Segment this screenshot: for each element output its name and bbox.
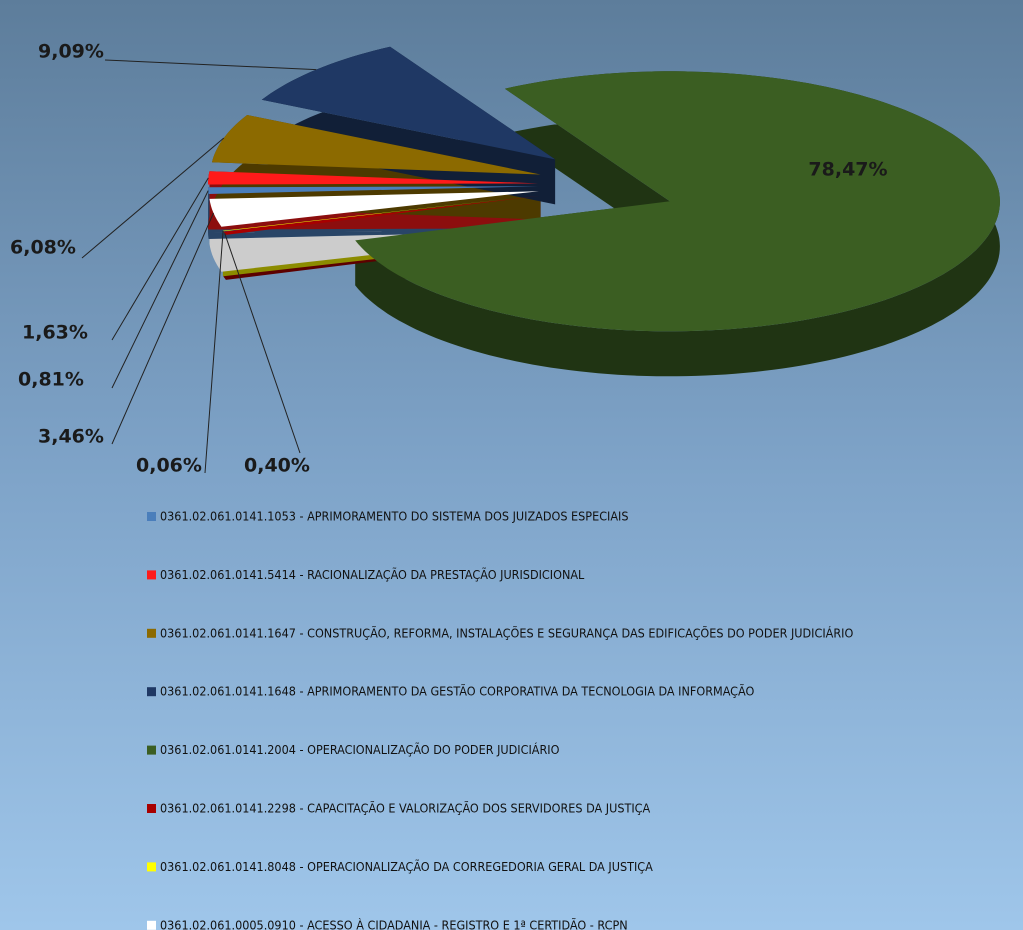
data-label: 1,63% — [22, 322, 88, 344]
slice — [208, 186, 539, 194]
leader-line — [204, 230, 224, 474]
data-label: 78,47% — [808, 159, 887, 181]
slice — [223, 195, 541, 235]
data-label: 0,06% — [136, 455, 202, 477]
data-label: 3,46% — [38, 426, 104, 448]
legend-swatch — [147, 628, 156, 638]
legend-swatch — [147, 862, 156, 872]
legend-swatch — [147, 512, 156, 521]
leader-line — [81, 137, 225, 259]
legend-label: 0361.02.061.0141.2004 - OPERACIONALIZAÇÃ… — [160, 742, 560, 757]
legend-label: 0361.02.061.0005.0910 - ACESSO À CIDADAN… — [160, 917, 628, 930]
legend-label: 0361.02.061.0141.8048 - OPERACIONALIZAÇÃ… — [160, 859, 653, 874]
leader-line — [104, 59, 317, 71]
legend-label: 0361.02.061.0141.1648 - APRIMORAMENTO DA… — [160, 684, 755, 699]
legend-label: 0361.02.061.0141.1053 - APRIMORAMENTO DO… — [160, 509, 629, 524]
legend-label: 0361.02.061.0141.1647 - CONSTRUÇÃO, REFO… — [160, 625, 853, 640]
legend-swatch — [147, 920, 156, 930]
leader-line — [111, 190, 209, 389]
slice — [261, 46, 556, 160]
legend-swatch — [147, 804, 156, 813]
slice — [355, 71, 1000, 332]
data-label: 0,81% — [18, 369, 84, 391]
leader-line — [224, 233, 301, 454]
data-label: 9,09% — [38, 41, 104, 63]
leader-line — [111, 177, 209, 341]
data-label: 0,40% — [244, 455, 310, 477]
slice — [208, 171, 539, 185]
data-label: 6,08% — [10, 237, 76, 259]
legend-swatch — [147, 687, 156, 697]
slice — [222, 195, 541, 232]
slice — [212, 115, 541, 175]
leader-line — [111, 212, 214, 445]
slice — [209, 191, 539, 227]
legend-label: 0361.02.061.0141.2298 - CAPACITAÇÃO E VA… — [160, 801, 651, 816]
legend-label: 0361.02.061.0141.5414 - RACIONALIZAÇÃO D… — [160, 567, 585, 582]
legend-swatch — [147, 570, 156, 580]
legend-swatch — [147, 745, 156, 755]
